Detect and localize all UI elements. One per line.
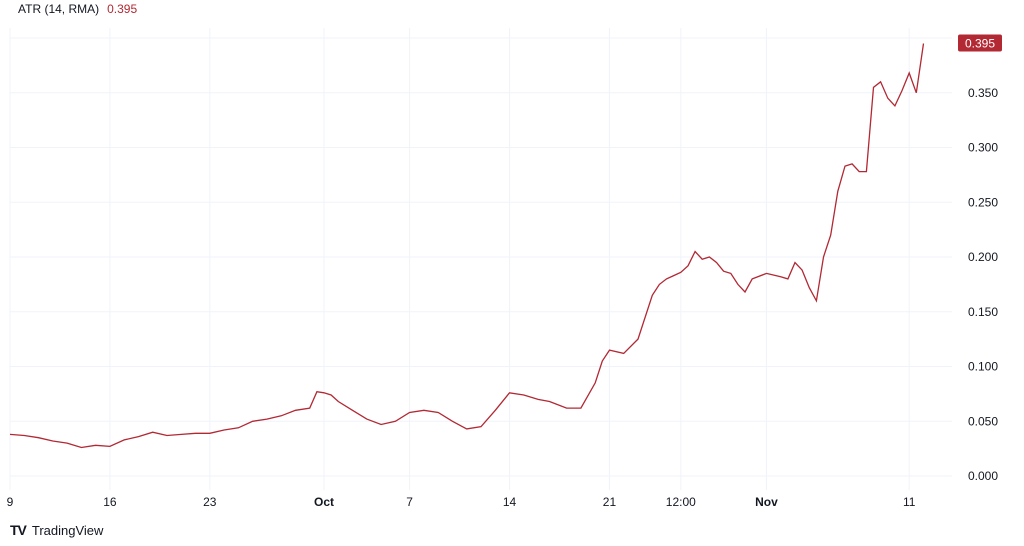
last-value-label: 0.395	[958, 34, 1002, 52]
x-tick-label: 11	[903, 495, 916, 509]
indicator-label: ATR (14, RMA)	[18, 2, 100, 16]
x-tick-label: 16	[103, 495, 117, 509]
x-tick-label: 23	[203, 495, 217, 509]
y-tick-label: 0.350	[968, 86, 998, 100]
x-tick-label: 7	[406, 495, 413, 509]
x-tick-label: Oct	[314, 495, 334, 509]
grid	[9, 28, 952, 490]
indicator-value: 0.395	[107, 2, 138, 16]
y-axis: 0.000 0.050 0.100 0.150 0.200 0.250 0.300 0.350	[968, 86, 998, 483]
indicator-legend[interactable]: ATR (14, RMA) 0.395	[18, 2, 137, 16]
x-tick-label: 9	[7, 495, 14, 509]
y-tick-label: 0.300	[968, 141, 998, 155]
y-tick-label: 0.050	[968, 414, 998, 428]
x-tick-label: 12:00	[666, 495, 696, 509]
y-tick-label: 0.150	[968, 305, 998, 319]
tradingview-logo-icon: TV	[10, 522, 27, 538]
y-tick-label: 0.200	[968, 250, 998, 264]
y-tick-label: 0.250	[968, 195, 998, 209]
x-tick-label: Nov	[755, 495, 778, 509]
tradingview-brand[interactable]: TV TradingView	[10, 522, 103, 538]
y-tick-label: 0.100	[968, 360, 998, 374]
atr-series-line	[9, 43, 925, 449]
y-tick-label: 0.000	[968, 469, 998, 483]
x-tick-label: 14	[503, 495, 517, 509]
x-tick-label: 21	[603, 495, 617, 509]
tradingview-name: TradingView	[31, 522, 104, 538]
x-axis: 9 16 23 Oct 7 14 21 12:00 Nov 11	[7, 495, 916, 509]
last-value-badge	[958, 34, 1002, 52]
last-value-text: 0.395	[965, 36, 995, 50]
